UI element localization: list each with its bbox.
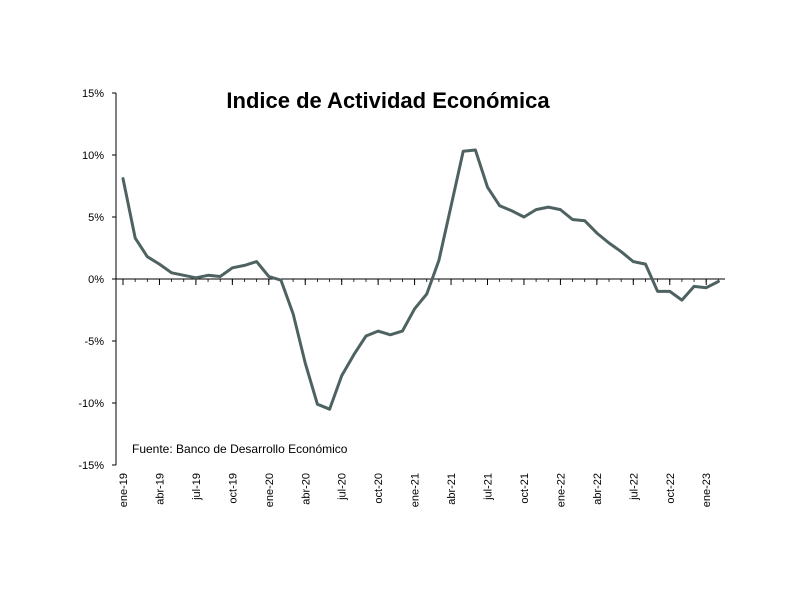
data-point (182, 274, 185, 277)
data-point (255, 260, 258, 263)
y-axis: 15% 10% 5% 0% -5% -10% -15% (78, 88, 117, 472)
series-line (121, 148, 720, 411)
x-tick-label: jul-20 (337, 473, 349, 501)
x-tick-label: jul-22 (628, 473, 640, 501)
data-point (291, 312, 295, 315)
data-point (134, 236, 137, 240)
source-note: Fuente: Banco de Desarrollo Económico (132, 442, 348, 456)
x-tick-label: ene-22 (555, 473, 567, 507)
data-point (534, 208, 538, 211)
data-point (692, 285, 696, 288)
data-point (547, 205, 550, 209)
x-tick-label: abr-20 (300, 473, 312, 505)
data-point (449, 204, 453, 207)
data-point (668, 290, 671, 293)
data-point (304, 362, 307, 365)
x-tick-label: oct-21 (519, 473, 531, 504)
data-point (437, 259, 441, 262)
y-tick-label: -10% (78, 398, 104, 410)
data-point (425, 292, 428, 296)
data-point (158, 262, 161, 266)
y-tick-label: 0% (88, 274, 104, 286)
data-point (231, 266, 234, 269)
data-point (680, 298, 684, 302)
y-tick-label: 10% (82, 150, 104, 162)
series-group (121, 148, 720, 411)
x-tick-label: jul-21 (483, 473, 495, 501)
data-point (510, 209, 513, 212)
data-point (243, 264, 246, 267)
data-point (595, 231, 599, 235)
x-tick-label: ene-21 (410, 473, 422, 507)
data-point (146, 255, 149, 258)
x-tick-label: ene-23 (701, 473, 713, 507)
x-tick-label: abr-21 (446, 473, 458, 505)
x-axis: ene-19 abr-19 jul-19 oct-19 ene-20 abr-20 jul-… (116, 278, 725, 507)
data-point (401, 329, 404, 333)
data-point (717, 280, 720, 283)
data-point (352, 353, 356, 356)
data-point (522, 215, 526, 219)
y-tick-label: -15% (78, 460, 104, 472)
data-point (559, 208, 562, 211)
data-point (279, 279, 283, 282)
data-point (206, 274, 210, 277)
data-point (486, 186, 489, 189)
data-point (644, 262, 647, 266)
data-point (340, 374, 343, 377)
y-tick-label: -5% (84, 336, 104, 348)
data-point (364, 334, 368, 338)
data-point (328, 408, 331, 411)
x-tick-label: ene-20 (264, 473, 276, 507)
data-point (267, 275, 270, 278)
data-point (607, 241, 611, 245)
data-point (121, 177, 125, 180)
data-point (462, 150, 465, 153)
x-tick-label: oct-19 (227, 473, 239, 504)
data-point (194, 276, 198, 279)
x-tick-label: abr-22 (592, 473, 604, 505)
x-tick-label: oct-22 (665, 473, 677, 504)
data-point (389, 333, 392, 336)
data-point (620, 250, 623, 253)
data-point (705, 286, 708, 289)
data-point (498, 204, 501, 207)
x-tick-label: oct-20 (373, 473, 385, 504)
data-point (376, 329, 380, 333)
data-point (571, 218, 574, 221)
x-tick-label: ene-19 (118, 473, 130, 507)
x-tick-label: abr-19 (154, 473, 166, 505)
data-point (316, 403, 319, 406)
chart-title: Indice de Actividad Económica (226, 88, 550, 113)
y-tick-label: 15% (82, 88, 104, 100)
data-point (656, 290, 659, 293)
data-point (413, 307, 416, 310)
data-point (219, 275, 222, 278)
data-point (583, 219, 586, 222)
data-point (632, 260, 635, 263)
data-point (170, 271, 173, 274)
y-tick-label: 5% (88, 212, 104, 224)
data-point (474, 148, 477, 152)
x-tick-label: jul-19 (191, 473, 203, 501)
